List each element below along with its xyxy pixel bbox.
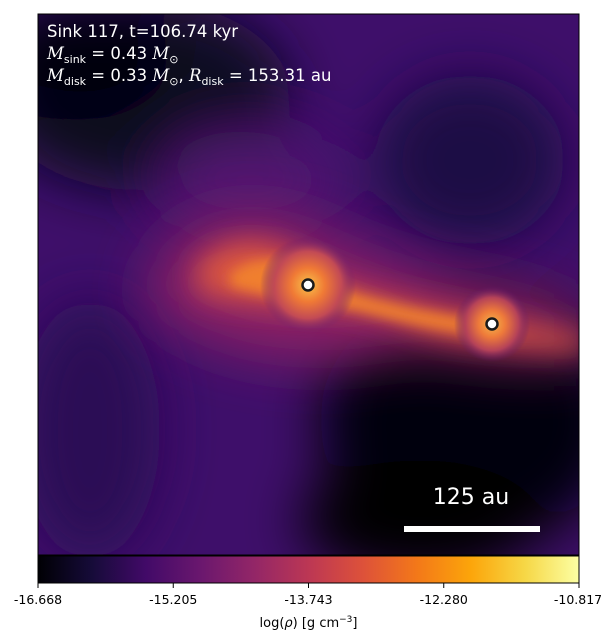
annotation-line-1: Sink 117, t=106.74 kyr	[47, 22, 238, 41]
annotation: Sink 117, t=106.74 kyr Msink = 0.43 M⊙ M…	[46, 22, 331, 88]
annotation-line-3: Mdisk = 0.33 M⊙, Rdisk = 153.31 au	[46, 66, 331, 88]
panel-frame	[37, 13, 580, 556]
scale-bar: 125 au	[404, 485, 540, 532]
colorbar-gradient	[38, 556, 579, 583]
colorbar-tick-label: -10.817	[554, 592, 602, 607]
colorbar: -16.668 -15.205 -13.743 -12.280 -10.817 …	[14, 555, 602, 631]
colorbar-label: log(ρ) [g cm−3]	[260, 615, 358, 631]
sink-marker	[301, 278, 315, 292]
colorbar-tick-label: -15.205	[149, 592, 197, 607]
scale-bar-label: 125 au	[433, 485, 509, 510]
sinks-layer	[301, 278, 499, 331]
colorbar-tick-label: -16.668	[14, 592, 62, 607]
annotation-line-2: Msink = 0.43 M⊙	[46, 44, 179, 66]
colorbar-tick-label: -12.280	[420, 592, 468, 607]
sink-marker	[485, 317, 499, 331]
colorbar-tick-marks	[37, 583, 580, 588]
colorbar-tick-label: -13.743	[284, 592, 332, 607]
scale-bar-line	[404, 526, 540, 532]
